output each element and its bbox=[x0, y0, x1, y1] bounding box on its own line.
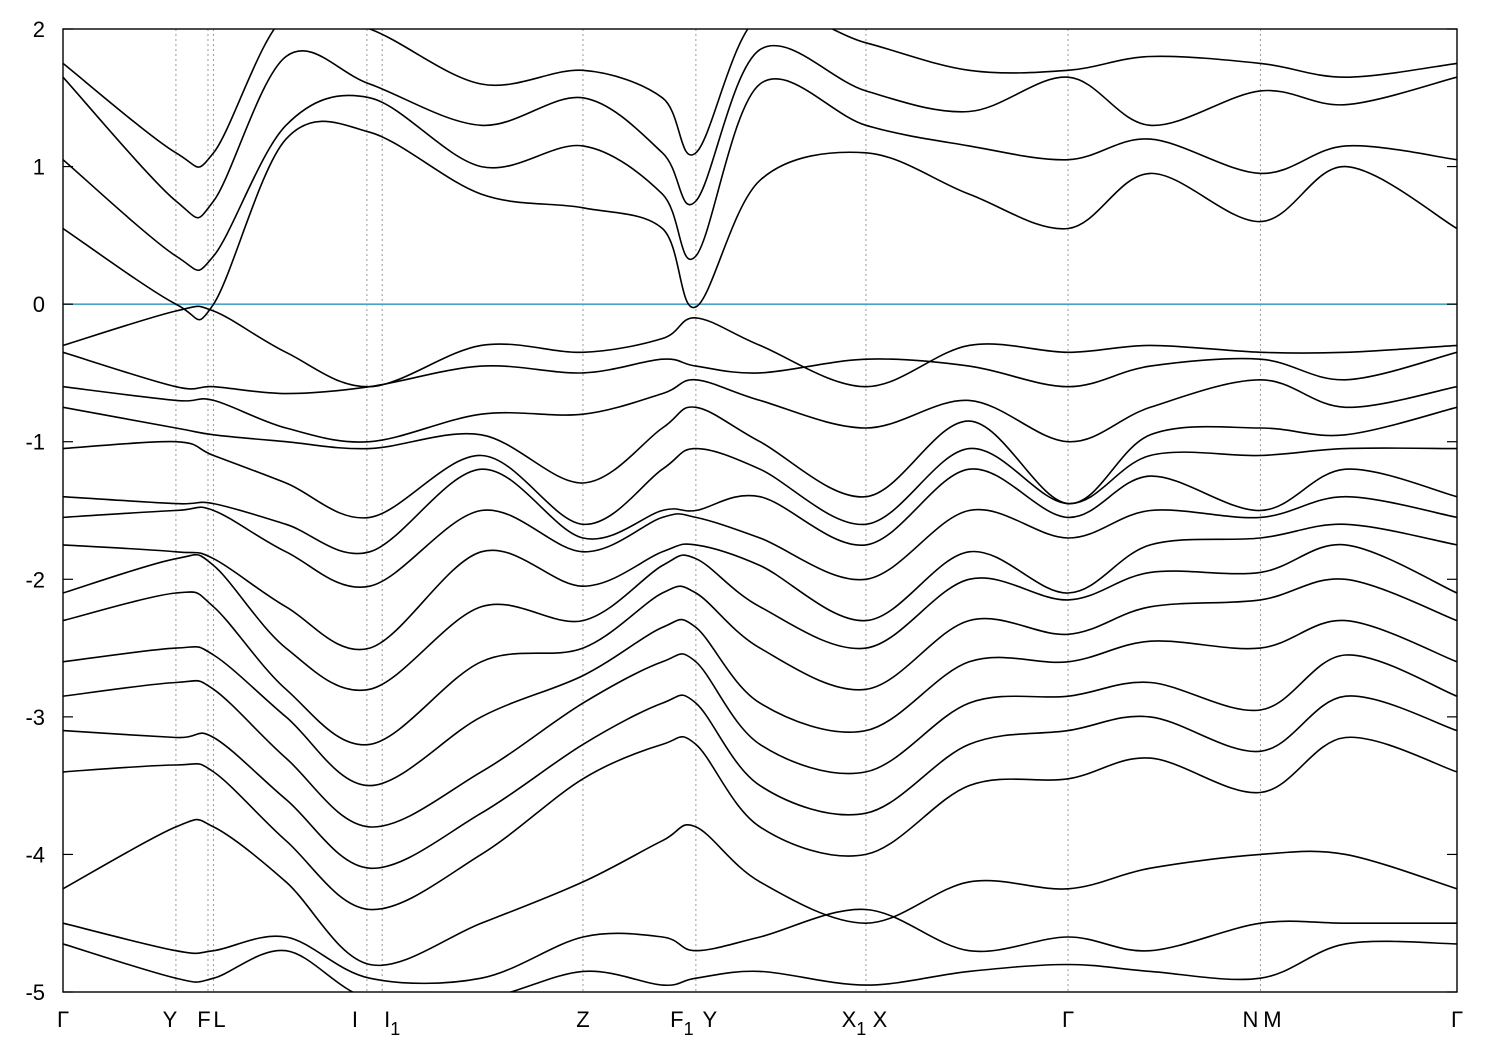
band-line-11 bbox=[63, 523, 1457, 651]
x-tick-label: F bbox=[197, 1007, 210, 1032]
y-tick-label: 0 bbox=[33, 292, 45, 317]
band-line-0 bbox=[63, 120, 1457, 321]
x-tick-label: X bbox=[873, 1007, 888, 1032]
x-tick-label: Y bbox=[703, 1007, 718, 1032]
band-line-12 bbox=[63, 543, 1457, 692]
y-tick-label: -4 bbox=[25, 842, 45, 867]
x-tick-label: Y bbox=[163, 1007, 178, 1032]
y-tick-label: -2 bbox=[25, 567, 45, 592]
band-line-20 bbox=[63, 940, 1457, 992]
x-tick-label: Γ bbox=[1062, 1007, 1074, 1032]
band-line-10 bbox=[63, 495, 1457, 589]
y-tick-label: -1 bbox=[25, 430, 45, 455]
band-line-7 bbox=[63, 406, 1457, 505]
x-tick-label: M bbox=[1263, 1007, 1281, 1032]
band-line-14 bbox=[63, 618, 1457, 787]
band-lines bbox=[63, 29, 1457, 992]
x-tick-label: F1 bbox=[670, 1007, 693, 1039]
band-line-2 bbox=[63, 44, 1457, 219]
y-tick-label: 2 bbox=[33, 17, 45, 42]
y-tick-label: -3 bbox=[25, 705, 45, 730]
x-tick-label: Γ bbox=[57, 1007, 69, 1032]
y-tick-label: -5 bbox=[25, 980, 45, 1005]
band-line-16 bbox=[63, 694, 1457, 870]
x-tick-label: L bbox=[213, 1007, 225, 1032]
x-tick-label: I1 bbox=[384, 1007, 400, 1039]
y-tick-label: 1 bbox=[33, 155, 45, 180]
x-axis-ticks: Γ Y F L I I1 Z F1 Y X1 X Γ N M Γ bbox=[57, 1007, 1463, 1039]
band-line-4 bbox=[63, 305, 1457, 388]
y-axis-ticks: -5 -4 -3 -2 -1 0 1 2 bbox=[25, 17, 1457, 1005]
band-line-17 bbox=[63, 736, 1457, 911]
x-tick-label: I bbox=[352, 1007, 358, 1032]
plot-frame bbox=[62, 28, 1458, 993]
band-line-9 bbox=[63, 468, 1457, 555]
high-symmetry-lines bbox=[175, 29, 1261, 992]
band-line-5 bbox=[63, 351, 1457, 395]
band-line-19 bbox=[63, 908, 1457, 985]
band-line-3 bbox=[63, 29, 1457, 168]
x-tick-label: N bbox=[1243, 1007, 1259, 1032]
band-line-1 bbox=[63, 77, 1457, 272]
band-line-6 bbox=[63, 378, 1457, 443]
x-tick-label: X1 bbox=[842, 1007, 867, 1039]
band-line-13 bbox=[63, 578, 1457, 746]
band-line-18 bbox=[63, 818, 1457, 967]
band-line-8 bbox=[63, 440, 1457, 526]
x-tick-label: Z bbox=[576, 1007, 589, 1032]
x-tick-label: Γ bbox=[1451, 1007, 1463, 1032]
band-line-15 bbox=[63, 653, 1457, 828]
